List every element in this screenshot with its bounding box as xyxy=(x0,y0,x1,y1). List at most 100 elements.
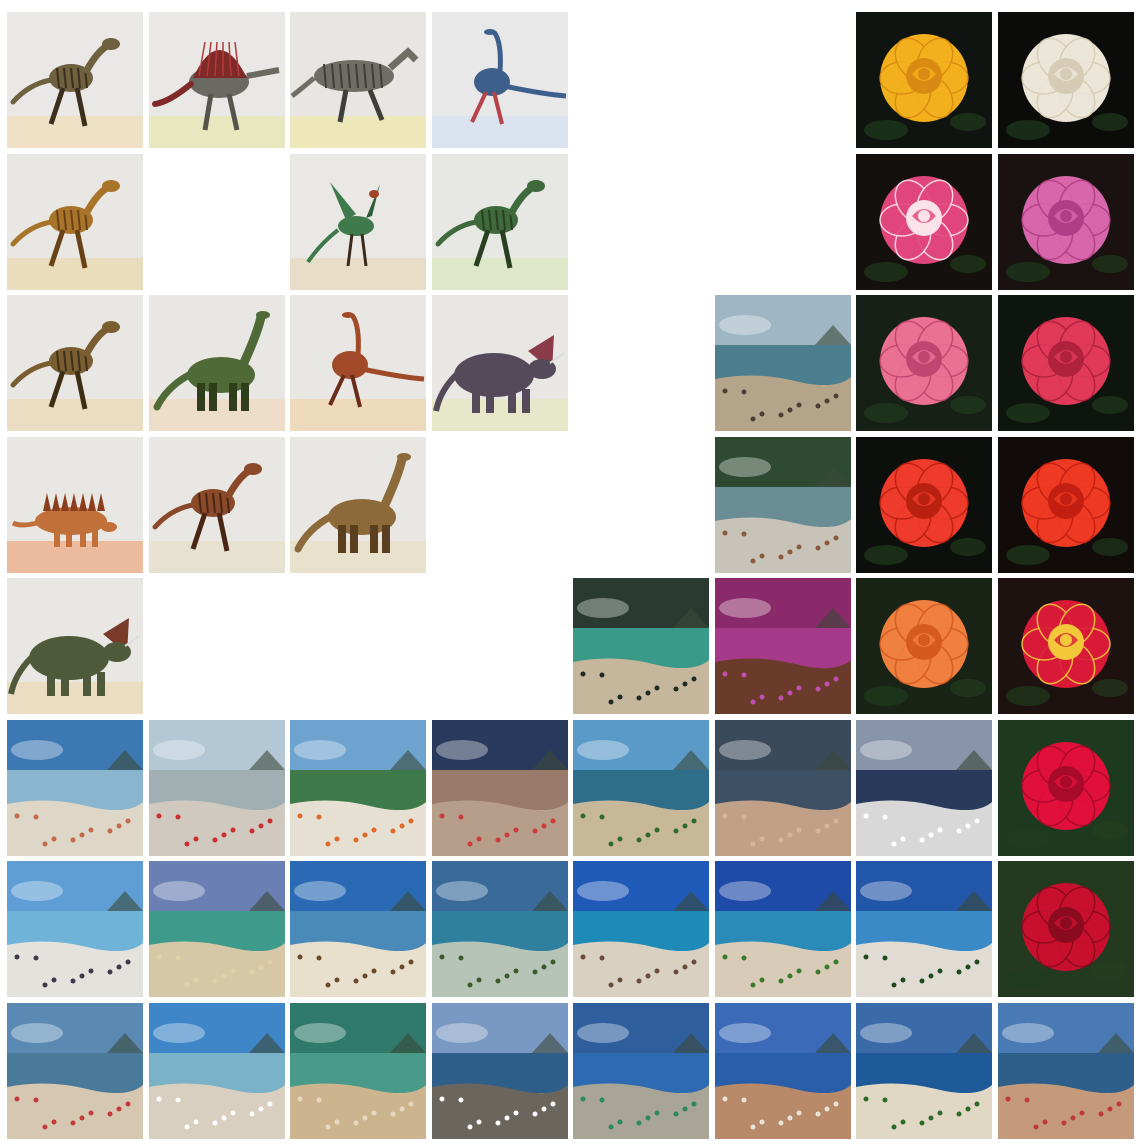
dino-thumbnail xyxy=(7,12,143,148)
dinosaur-image xyxy=(290,12,426,148)
beach-image xyxy=(290,1002,426,1139)
rose-image xyxy=(997,578,1134,714)
dinosaur-image xyxy=(148,12,285,148)
beach-thumbnail xyxy=(7,719,143,856)
dinosaur-image xyxy=(290,436,426,573)
beach-image xyxy=(714,861,851,997)
beach-image xyxy=(714,436,851,573)
rose-image xyxy=(997,12,1134,148)
beach-thumbnail xyxy=(856,861,992,997)
dinosaur-image xyxy=(7,578,143,714)
rose-thumbnail xyxy=(856,295,992,431)
beach-image xyxy=(714,719,851,856)
rose-thumbnail xyxy=(856,436,992,573)
beach-image xyxy=(431,861,568,997)
beach-image xyxy=(148,1002,285,1139)
dinosaur-image xyxy=(431,153,568,290)
beach-thumbnail xyxy=(148,861,285,997)
beach-image xyxy=(714,1002,851,1139)
beach-image xyxy=(573,719,709,856)
rose-image xyxy=(856,295,992,431)
rose-thumbnail xyxy=(997,578,1134,714)
beach-image xyxy=(997,1002,1134,1139)
rose-thumbnail xyxy=(997,436,1134,573)
rose-image xyxy=(997,153,1134,290)
beach-thumbnail xyxy=(7,861,143,997)
dino-thumbnail xyxy=(7,436,143,573)
beach-thumbnail xyxy=(148,719,285,856)
beach-thumbnail xyxy=(290,861,426,997)
dinosaur-image xyxy=(148,436,285,573)
dinosaur-image xyxy=(290,295,426,431)
dinosaur-image xyxy=(148,295,285,431)
dino-thumbnail xyxy=(290,153,426,290)
dino-thumbnail xyxy=(431,295,568,431)
beach-thumbnail xyxy=(714,436,851,573)
beach-thumbnail xyxy=(573,1002,709,1139)
beach-thumbnail xyxy=(856,719,992,856)
beach-thumbnail xyxy=(714,578,851,714)
beach-thumbnail xyxy=(997,1002,1134,1139)
rose-image xyxy=(856,12,992,148)
dino-thumbnail xyxy=(431,12,568,148)
rose-image xyxy=(997,719,1134,856)
beach-thumbnail xyxy=(714,861,851,997)
rose-image xyxy=(997,295,1134,431)
rose-thumbnail xyxy=(997,295,1134,431)
dino-thumbnail xyxy=(290,436,426,573)
beach-image xyxy=(573,578,709,714)
beach-image xyxy=(7,719,143,856)
beach-image xyxy=(856,719,992,856)
beach-image xyxy=(431,719,568,856)
dino-thumbnail xyxy=(148,295,285,431)
beach-image xyxy=(856,861,992,997)
beach-thumbnail xyxy=(148,1002,285,1139)
beach-thumbnail xyxy=(7,1002,143,1139)
beach-thumbnail xyxy=(431,1002,568,1139)
rose-thumbnail xyxy=(997,719,1134,856)
beach-thumbnail xyxy=(714,295,851,431)
dino-thumbnail xyxy=(431,153,568,290)
beach-image xyxy=(573,1002,709,1139)
beach-thumbnail xyxy=(431,719,568,856)
rose-image xyxy=(856,436,992,573)
dinosaur-image xyxy=(7,153,143,290)
rose-thumbnail xyxy=(997,861,1134,997)
beach-thumbnail xyxy=(856,1002,992,1139)
beach-thumbnail xyxy=(290,719,426,856)
dinosaur-image xyxy=(7,295,143,431)
rose-image xyxy=(997,436,1134,573)
beach-thumbnail xyxy=(714,719,851,856)
rose-thumbnail xyxy=(856,578,992,714)
dinosaur-image xyxy=(290,153,426,290)
rose-thumbnail xyxy=(856,153,992,290)
beach-image xyxy=(431,1002,568,1139)
beach-thumbnail xyxy=(290,1002,426,1139)
dino-thumbnail xyxy=(7,153,143,290)
dinosaur-image xyxy=(431,295,568,431)
dino-thumbnail xyxy=(148,12,285,148)
dino-thumbnail xyxy=(148,436,285,573)
dino-thumbnail xyxy=(290,12,426,148)
beach-image xyxy=(290,719,426,856)
beach-image xyxy=(148,861,285,997)
rose-image xyxy=(856,578,992,714)
beach-image xyxy=(714,295,851,431)
beach-thumbnail xyxy=(431,861,568,997)
beach-thumbnail xyxy=(573,578,709,714)
rose-image xyxy=(856,153,992,290)
rose-image xyxy=(997,861,1134,997)
dinosaur-image xyxy=(7,436,143,573)
beach-image xyxy=(7,861,143,997)
rose-thumbnail xyxy=(997,12,1134,148)
dino-thumbnail xyxy=(7,295,143,431)
rose-thumbnail xyxy=(997,153,1134,290)
beach-image xyxy=(7,1002,143,1139)
beach-thumbnail xyxy=(573,719,709,856)
beach-image xyxy=(714,578,851,714)
beach-image xyxy=(148,719,285,856)
beach-thumbnail xyxy=(714,1002,851,1139)
beach-thumbnail xyxy=(573,861,709,997)
dinosaur-image xyxy=(431,12,568,148)
beach-image xyxy=(856,1002,992,1139)
